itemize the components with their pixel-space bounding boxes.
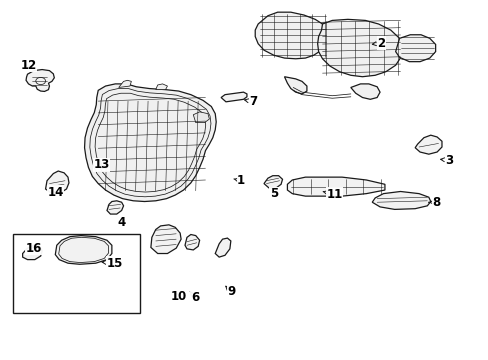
Polygon shape (317, 19, 402, 77)
Polygon shape (395, 35, 435, 62)
Text: 1: 1 (233, 174, 245, 187)
Polygon shape (184, 234, 199, 250)
Text: 11: 11 (323, 188, 342, 201)
Text: 12: 12 (20, 59, 37, 72)
Text: 6: 6 (190, 291, 199, 304)
Text: 8: 8 (428, 196, 440, 209)
Text: 5: 5 (269, 187, 278, 200)
Polygon shape (45, 171, 69, 194)
Polygon shape (284, 77, 306, 94)
Polygon shape (84, 84, 216, 202)
Polygon shape (255, 12, 328, 59)
Polygon shape (151, 225, 181, 253)
Text: 10: 10 (170, 290, 186, 303)
Polygon shape (107, 201, 123, 214)
Polygon shape (264, 176, 282, 188)
Polygon shape (55, 235, 112, 264)
Text: 14: 14 (47, 186, 64, 199)
Polygon shape (26, 69, 54, 91)
Text: 7: 7 (244, 95, 257, 108)
Polygon shape (156, 84, 167, 90)
Polygon shape (119, 80, 131, 87)
Polygon shape (414, 135, 441, 154)
Text: 13: 13 (93, 158, 109, 171)
Text: 3: 3 (440, 154, 452, 167)
Text: 16: 16 (26, 242, 42, 255)
Polygon shape (221, 92, 246, 102)
Polygon shape (22, 245, 42, 260)
Bar (13, 234, 140, 313)
Text: 4: 4 (118, 216, 126, 229)
Text: 9: 9 (225, 285, 235, 298)
Text: 2: 2 (371, 36, 385, 50)
Circle shape (102, 165, 105, 167)
Polygon shape (215, 238, 230, 257)
Polygon shape (371, 192, 430, 210)
Polygon shape (350, 84, 379, 99)
Text: 15: 15 (102, 257, 123, 270)
Polygon shape (193, 112, 209, 123)
Polygon shape (287, 177, 384, 196)
